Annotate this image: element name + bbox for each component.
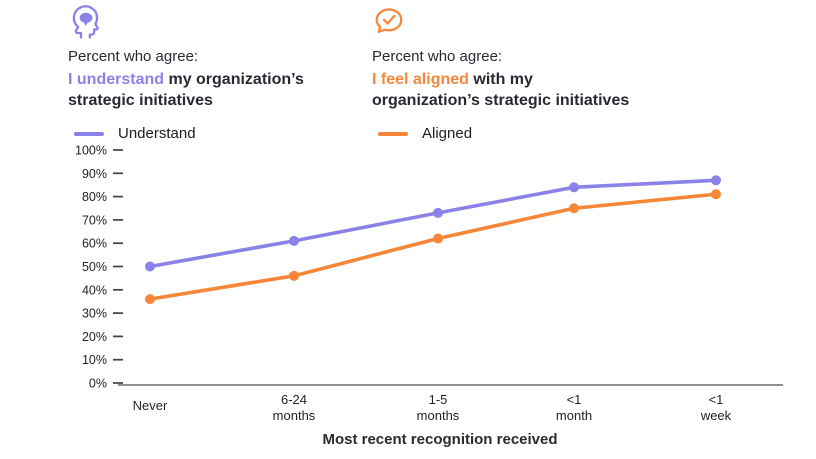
y-tick-label: 30% — [82, 307, 107, 321]
data-point-aligned — [569, 203, 579, 214]
y-tick-label: 100% — [75, 144, 107, 158]
data-point-aligned — [289, 270, 299, 281]
legend-label: Aligned — [422, 125, 473, 142]
panel-understand: Percent who agree: I understand my organ… — [68, 4, 368, 142]
x-tick-label: <1 week — [700, 392, 732, 423]
y-tick-label: 60% — [82, 237, 107, 251]
y-tick-label: 70% — [82, 213, 107, 227]
panel-aligned: Percent who agree: I feel aligned with m… — [372, 4, 802, 142]
x-tick-label: <1 month — [556, 392, 592, 423]
x-tick-label: Never — [133, 398, 168, 413]
data-point-understand — [289, 235, 299, 246]
data-point-aligned — [433, 233, 443, 244]
series-line-aligned — [148, 192, 718, 301]
series-line-understand — [148, 178, 718, 269]
y-tick-label: 80% — [82, 190, 107, 204]
title-rest: my organization’s strategic initiatives — [68, 71, 304, 109]
panel-title: I feel aligned with my organization’s st… — [372, 69, 802, 111]
data-point-understand — [569, 182, 579, 193]
legend-swatch — [74, 131, 104, 136]
head-brain-icon — [68, 4, 368, 44]
title-highlight: I feel aligned — [372, 71, 469, 88]
intro-text: Percent who agree: — [372, 48, 503, 65]
y-tick-label: 0% — [89, 377, 107, 391]
y-tick-label: 90% — [82, 167, 107, 181]
data-point-understand — [433, 207, 443, 218]
speech-check-icon — [372, 4, 802, 44]
legend-label: Understand — [118, 125, 196, 142]
y-tick-label: 10% — [82, 353, 107, 367]
x-axis-title: Most recent recognition received — [322, 431, 557, 448]
x-tick-label: 1-5 months — [417, 392, 460, 423]
title-highlight: I understand — [68, 71, 165, 88]
y-tick-label: 40% — [82, 283, 107, 297]
data-point-understand — [145, 261, 155, 272]
legend-swatch — [378, 131, 408, 136]
data-point-aligned — [711, 189, 721, 200]
y-tick-label: 50% — [82, 260, 107, 274]
legend: Understand — [74, 125, 368, 142]
legend: Aligned — [378, 125, 802, 142]
x-tick-label: 6-24 months — [273, 392, 316, 423]
data-point-aligned — [145, 294, 155, 305]
intro-text: Percent who agree: — [68, 48, 199, 65]
y-tick-label: 20% — [82, 330, 107, 344]
title-rest: with my organization’s strategic initiat… — [372, 71, 630, 109]
panel-title: I understand my organization’s strategic… — [68, 69, 368, 111]
data-point-understand — [711, 175, 721, 186]
